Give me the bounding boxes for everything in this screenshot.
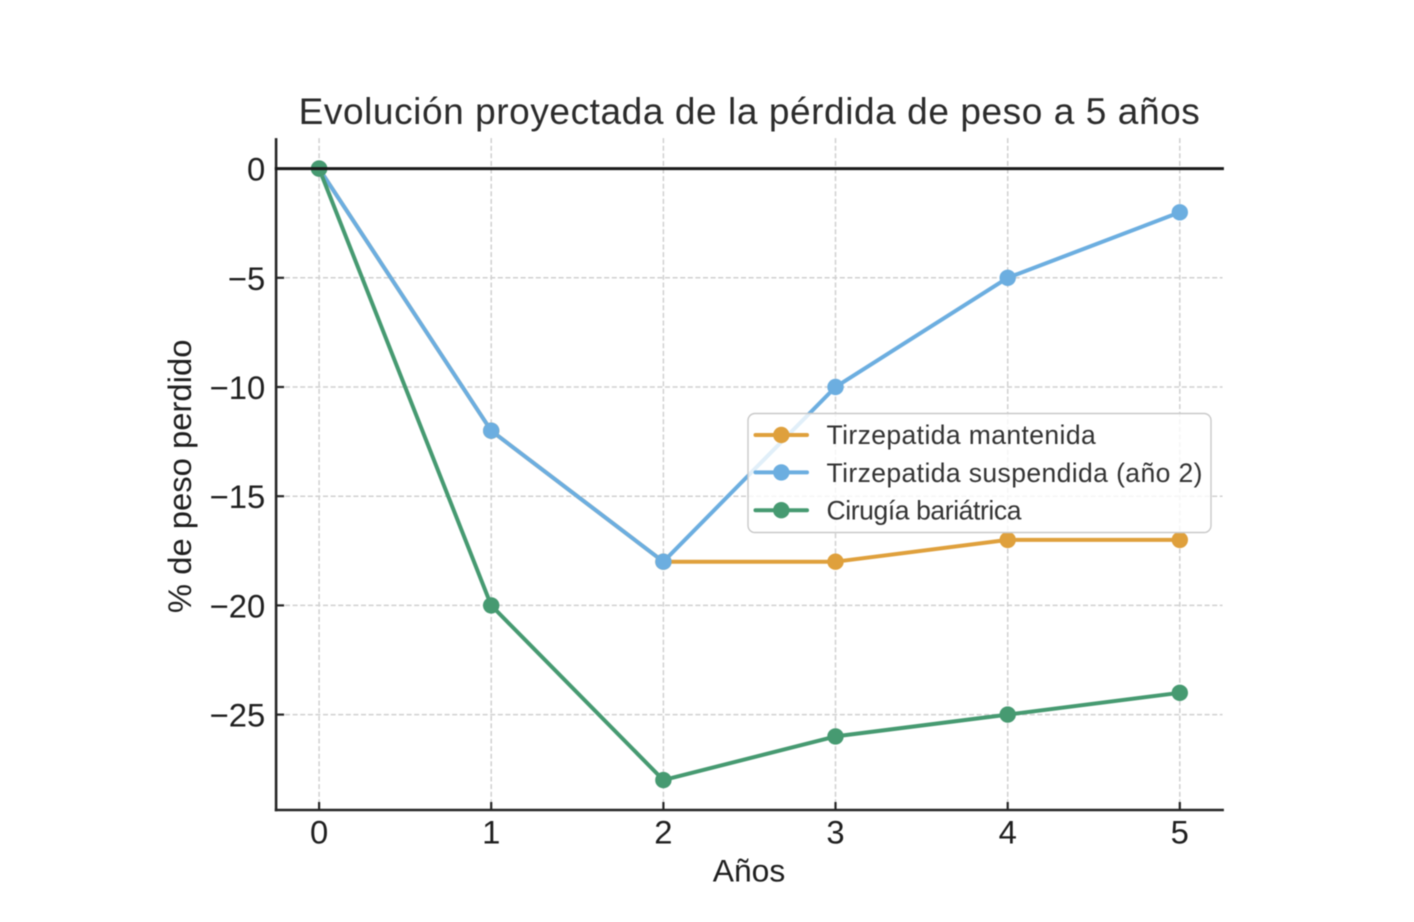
svg-text:1: 1 [482, 813, 500, 850]
svg-text:0: 0 [310, 813, 328, 850]
svg-text:−10: −10 [210, 369, 266, 406]
svg-text:Tirzepatida mantenida: Tirzepatida mantenida [827, 420, 1097, 450]
svg-text:% de peso perdido: % de peso perdido [161, 340, 198, 614]
svg-text:−20: −20 [210, 587, 266, 624]
svg-text:3: 3 [826, 813, 844, 850]
svg-text:Evolución proyectada de la pér: Evolución proyectada de la pérdida de pe… [299, 91, 1201, 132]
svg-text:5: 5 [1171, 813, 1189, 850]
svg-text:4: 4 [999, 813, 1017, 850]
svg-text:0: 0 [247, 151, 265, 188]
svg-text:−25: −25 [210, 697, 266, 734]
svg-text:Años: Años [713, 852, 785, 888]
svg-text:−5: −5 [228, 260, 265, 297]
svg-text:Cirugía bariátrica: Cirugía bariátrica [827, 495, 1022, 525]
svg-text:−15: −15 [210, 478, 266, 515]
svg-text:Tirzepatida suspendida (año 2): Tirzepatida suspendida (año 2) [827, 458, 1203, 488]
svg-text:2: 2 [654, 813, 672, 850]
